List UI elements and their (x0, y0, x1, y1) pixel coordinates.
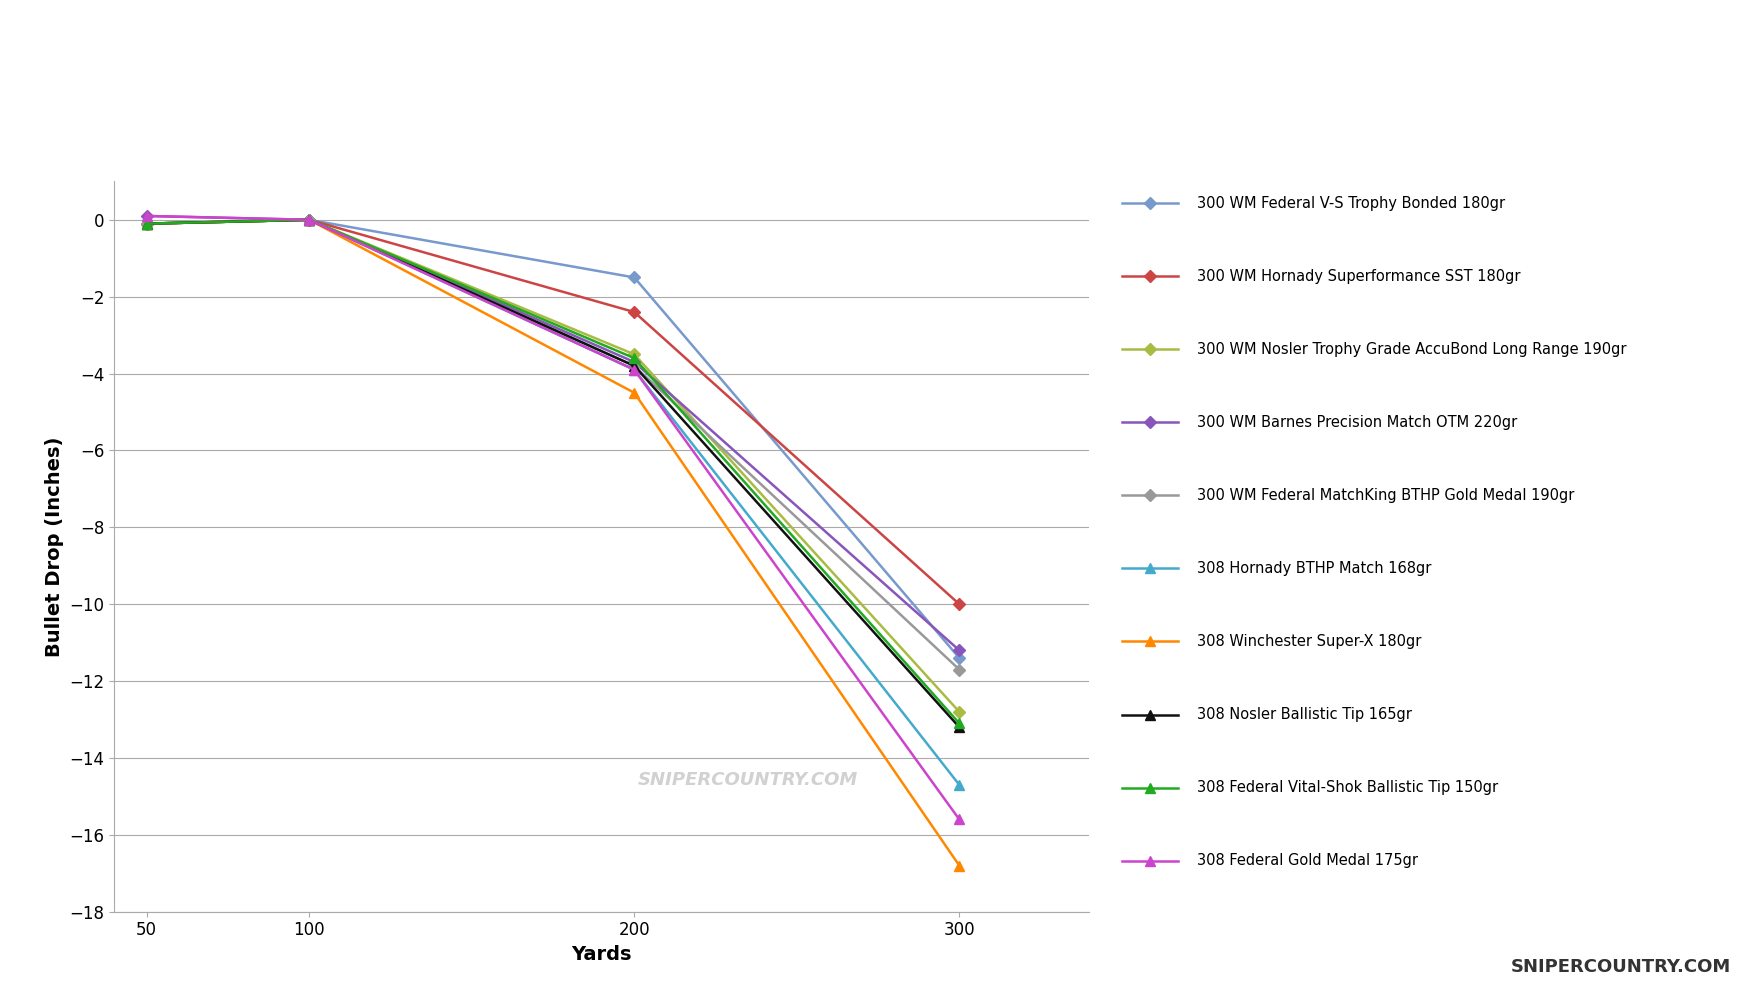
308 Winchester Super-X 180gr (137, 218, 158, 230)
300 WM Federal MatchKing BTHP Gold Medal 190gr (949, 664, 970, 676)
Text: 308 Hornady BTHP Match 168gr: 308 Hornady BTHP Match 168gr (1197, 561, 1432, 576)
Text: 308 Federal Gold Medal 175gr: 308 Federal Gold Medal 175gr (1197, 853, 1418, 868)
Line: 308 Hornady BTHP Match 168gr: 308 Hornady BTHP Match 168gr (142, 215, 965, 790)
308 Nosler Ballistic Tip 165gr (949, 721, 970, 733)
308 Federal Vital-Shok Ballistic Tip 150gr (137, 218, 158, 230)
308 Federal Vital-Shok Ballistic Tip 150gr (949, 717, 970, 729)
308 Winchester Super-X 180gr (299, 214, 320, 226)
Text: 300 WM Nosler Trophy Grade AccuBond Long Range 190gr: 300 WM Nosler Trophy Grade AccuBond Long… (1197, 342, 1627, 357)
300 WM Nosler Trophy Grade AccuBond Long Range 190gr (624, 349, 645, 361)
300 WM Federal MatchKing BTHP Gold Medal 190gr (299, 214, 320, 226)
Line: 300 WM Nosler Trophy Grade AccuBond Long Range 190gr: 300 WM Nosler Trophy Grade AccuBond Long… (142, 216, 963, 716)
300 WM Hornady Superformance SST 180gr (624, 306, 645, 318)
308 Nosler Ballistic Tip 165gr (137, 218, 158, 230)
300 WM Federal MatchKing BTHP Gold Medal 190gr (624, 360, 645, 372)
308 Nosler Ballistic Tip 165gr (299, 214, 320, 226)
Text: 308 Winchester Super-X 180gr: 308 Winchester Super-X 180gr (1197, 634, 1421, 649)
Line: 308 Nosler Ballistic Tip 165gr: 308 Nosler Ballistic Tip 165gr (142, 215, 965, 732)
Text: SHORT RANGE TRAJECTORY: SHORT RANGE TRAJECTORY (130, 21, 1627, 113)
300 WM Barnes Precision Match OTM 220gr (624, 356, 645, 368)
Text: 308 Nosler Ballistic Tip 165gr: 308 Nosler Ballistic Tip 165gr (1197, 707, 1411, 722)
300 WM Barnes Precision Match OTM 220gr (137, 210, 158, 222)
308 Hornady BTHP Match 168gr (624, 364, 645, 376)
300 WM Nosler Trophy Grade AccuBond Long Range 190gr (949, 706, 970, 717)
300 WM Federal V-S Trophy Bonded 180gr (949, 652, 970, 664)
Text: SNIPERCOUNTRY.COM: SNIPERCOUNTRY.COM (638, 771, 857, 789)
308 Federal Gold Medal 175gr (299, 214, 320, 226)
Line: 308 Winchester Super-X 180gr: 308 Winchester Super-X 180gr (142, 215, 965, 870)
Line: 300 WM Barnes Precision Match OTM 220gr: 300 WM Barnes Precision Match OTM 220gr (142, 212, 963, 654)
308 Federal Gold Medal 175gr (949, 814, 970, 826)
308 Federal Gold Medal 175gr (624, 364, 645, 376)
300 WM Federal V-S Trophy Bonded 180gr (624, 272, 645, 283)
300 WM Nosler Trophy Grade AccuBond Long Range 190gr (137, 218, 158, 230)
308 Winchester Super-X 180gr (624, 386, 645, 398)
Text: 300 WM Barnes Precision Match OTM 220gr: 300 WM Barnes Precision Match OTM 220gr (1197, 415, 1516, 430)
308 Hornady BTHP Match 168gr (299, 214, 320, 226)
X-axis label: Yards: Yards (571, 945, 633, 964)
308 Hornady BTHP Match 168gr (137, 218, 158, 230)
308 Federal Vital-Shok Ballistic Tip 150gr (624, 352, 645, 364)
300 WM Federal V-S Trophy Bonded 180gr (299, 214, 320, 226)
308 Federal Vital-Shok Ballistic Tip 150gr (299, 214, 320, 226)
308 Hornady BTHP Match 168gr (949, 779, 970, 791)
300 WM Federal MatchKing BTHP Gold Medal 190gr (137, 218, 158, 230)
Line: 308 Federal Vital-Shok Ballistic Tip 150gr: 308 Federal Vital-Shok Ballistic Tip 150… (142, 215, 965, 728)
Text: 300 WM Hornady Superformance SST 180gr: 300 WM Hornady Superformance SST 180gr (1197, 269, 1520, 283)
Text: SNIPERCOUNTRY.COM: SNIPERCOUNTRY.COM (1511, 958, 1731, 976)
300 WM Barnes Precision Match OTM 220gr (949, 644, 970, 656)
308 Federal Gold Medal 175gr (137, 210, 158, 222)
Line: 300 WM Federal V-S Trophy Bonded 180gr: 300 WM Federal V-S Trophy Bonded 180gr (142, 216, 963, 662)
300 WM Hornady Superformance SST 180gr (949, 599, 970, 610)
Text: 300 WM Federal V-S Trophy Bonded 180gr: 300 WM Federal V-S Trophy Bonded 180gr (1197, 196, 1506, 211)
300 WM Federal V-S Trophy Bonded 180gr (137, 218, 158, 230)
Line: 308 Federal Gold Medal 175gr: 308 Federal Gold Medal 175gr (142, 211, 965, 825)
300 WM Hornady Superformance SST 180gr (137, 218, 158, 230)
300 WM Hornady Superformance SST 180gr (299, 214, 320, 226)
300 WM Barnes Precision Match OTM 220gr (299, 214, 320, 226)
Text: 308 Federal Vital-Shok Ballistic Tip 150gr: 308 Federal Vital-Shok Ballistic Tip 150… (1197, 780, 1499, 795)
Text: 300 WM Federal MatchKing BTHP Gold Medal 190gr: 300 WM Federal MatchKing BTHP Gold Medal… (1197, 488, 1574, 502)
Y-axis label: Bullet Drop (Inches): Bullet Drop (Inches) (44, 436, 63, 657)
300 WM Nosler Trophy Grade AccuBond Long Range 190gr (299, 214, 320, 226)
Line: 300 WM Hornady Superformance SST 180gr: 300 WM Hornady Superformance SST 180gr (142, 216, 963, 608)
308 Winchester Super-X 180gr (949, 859, 970, 871)
308 Nosler Ballistic Tip 165gr (624, 360, 645, 372)
Line: 300 WM Federal MatchKing BTHP Gold Medal 190gr: 300 WM Federal MatchKing BTHP Gold Medal… (142, 216, 963, 674)
